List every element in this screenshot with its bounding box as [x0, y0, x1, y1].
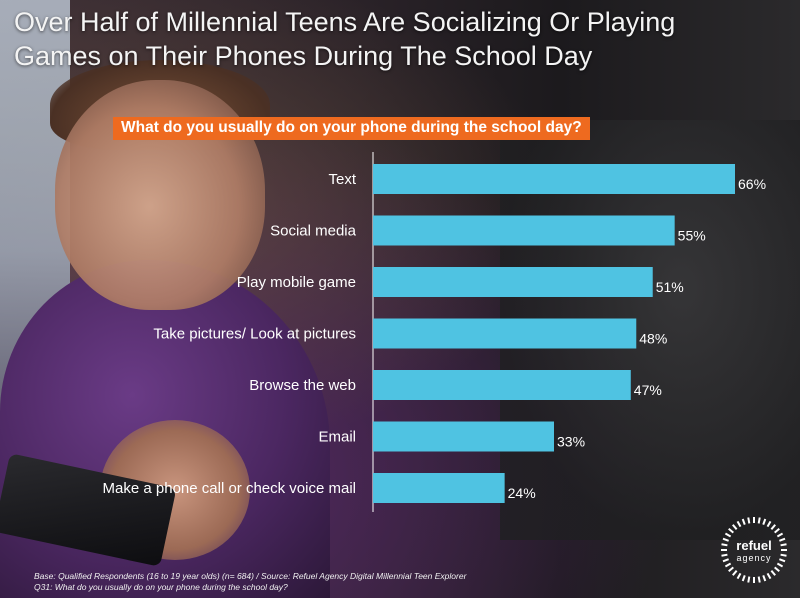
- bar-3: [373, 318, 637, 349]
- logo-ring-icon: [721, 517, 787, 583]
- footnote-line-2: Q31: What do you usually do on your phon…: [34, 582, 288, 592]
- value-label-2: 51%: [656, 279, 684, 295]
- category-label-6: Make a phone call or check voice mail: [103, 480, 356, 497]
- category-label-4: Browse the web: [249, 377, 356, 394]
- value-label-6: 24%: [508, 485, 536, 501]
- footnote: Base: Qualified Respondents (16 to 19 ye…: [34, 571, 466, 593]
- value-label-5: 33%: [557, 434, 585, 450]
- value-label-4: 47%: [634, 382, 662, 398]
- bar-4: [373, 370, 631, 400]
- title-line-2: Games on Their Phones During The School …: [14, 41, 593, 71]
- logo-subtitle: agency: [736, 553, 772, 563]
- value-label-1: 55%: [678, 228, 706, 244]
- chart-marks: Text 66% Social media 55% Play mobile game 51…: [103, 164, 766, 503]
- value-label-0: 66%: [738, 176, 766, 192]
- chart-title: Over Half of Millennial Teens Are Social…: [14, 5, 784, 73]
- category-label-0: Text: [328, 171, 356, 188]
- footnote-line-1: Base: Qualified Respondents (16 to 19 ye…: [34, 571, 467, 581]
- bar-6: [373, 473, 505, 503]
- category-label-2: Play mobile game: [237, 274, 356, 291]
- value-label-3: 48%: [639, 331, 667, 347]
- category-label-5: Email: [318, 429, 356, 446]
- bar-5: [373, 421, 554, 452]
- refuel-agency-logo: refuel agency: [719, 515, 789, 585]
- bar-0: [373, 164, 735, 194]
- category-label-1: Social media: [270, 223, 357, 240]
- bar-1: [373, 215, 675, 246]
- bar-2: [373, 267, 653, 297]
- category-label-3: Take pictures/ Look at pictures: [153, 326, 356, 343]
- title-line-1: Over Half of Millennial Teens Are Social…: [14, 7, 676, 37]
- survey-question-banner: What do you usually do on your phone dur…: [113, 117, 590, 140]
- logo-wordmark: refuel: [736, 538, 772, 553]
